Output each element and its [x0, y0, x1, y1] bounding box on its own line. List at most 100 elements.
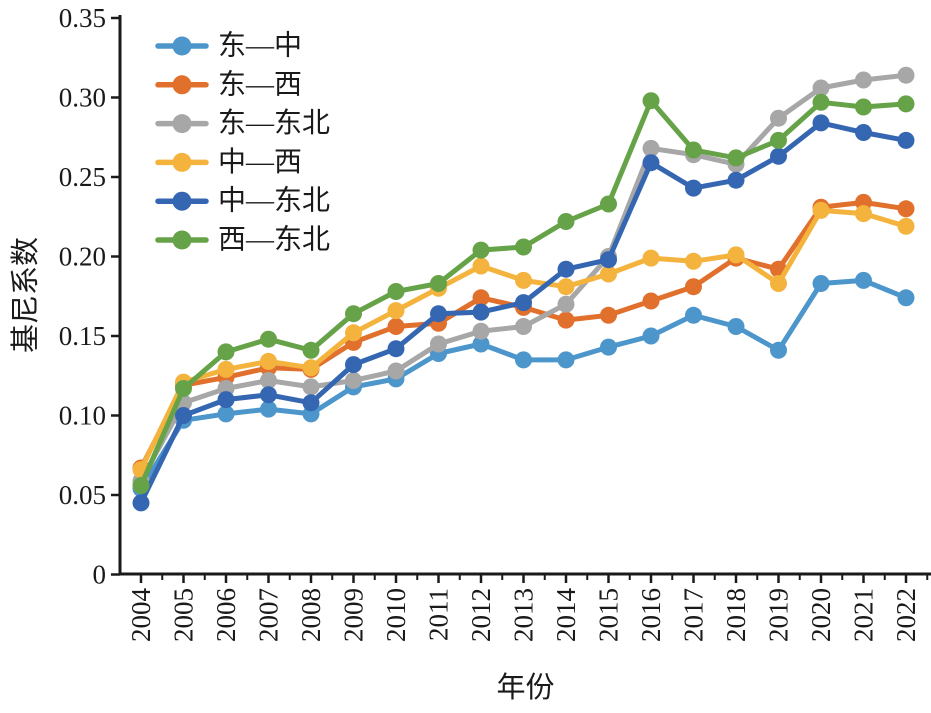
series-dot-中—东北 [260, 386, 277, 404]
x-tick-label: 2019 [764, 588, 794, 642]
legend: 东—中东—西东—东北中—西中—东北西—东北 [155, 30, 330, 256]
series-dot-东—中 [897, 289, 915, 307]
series-dot-中—西 [472, 257, 490, 275]
x-tick-label: 2005 [169, 588, 199, 642]
series-dot-东—西 [557, 311, 575, 329]
series-dot-东—东北 [302, 378, 320, 396]
series-dot-中—东北 [727, 171, 745, 189]
series-dot-东—西 [600, 306, 617, 324]
series-dot-西—东北 [175, 380, 192, 397]
series-dot-中—西 [855, 205, 872, 223]
series-dot-中—东北 [855, 124, 872, 141]
series-dot-东—东北 [855, 71, 872, 89]
series-dot-西—东北 [727, 149, 745, 167]
series-dot-东—东北 [642, 139, 660, 157]
series-dot-东—东北 [812, 79, 830, 97]
legend-label: 中—东北 [218, 185, 330, 217]
series-dot-东—西 [472, 289, 490, 307]
series-dot-西—东北 [642, 92, 660, 110]
series-dot-中—西 [685, 252, 702, 270]
series-dot-中—西 [515, 271, 532, 289]
series-dot-中—西 [302, 359, 320, 377]
series-dot-中—东北 [557, 260, 575, 278]
series-dot-西—东北 [855, 98, 872, 116]
series-dot-中—西 [727, 246, 745, 264]
y-tick-label: 0.25 [59, 162, 106, 192]
series-dot-中—东北 [770, 147, 787, 165]
series-dot-东—东北 [387, 362, 405, 380]
series-dot-东—东北 [472, 322, 490, 340]
x-axis-title: 年份 [496, 671, 554, 704]
series-dot-东—西 [642, 292, 660, 310]
series-dot-东—中 [642, 327, 660, 345]
legend-marker-dot [172, 191, 192, 211]
legend-item-东—西: 东—西 [155, 68, 302, 100]
y-tick-label: 0.30 [59, 83, 106, 113]
legend-label: 东—中 [218, 30, 302, 62]
x-tick-label: 2020 [806, 588, 836, 642]
y-tick-label: 0.10 [59, 401, 106, 431]
series-dot-中—东北 [132, 494, 150, 512]
series-dot-东—东北 [430, 335, 447, 353]
series-dot-东—西 [685, 278, 702, 296]
series-dot-中—东北 [430, 305, 447, 323]
x-tick-label: 2013 [509, 588, 539, 642]
legend-label: 东—东北 [218, 107, 330, 139]
series-dot-中—东北 [812, 114, 830, 132]
x-tick-label: 2004 [126, 588, 156, 643]
series-dot-中—西 [770, 275, 787, 292]
y-tick-label: 0.05 [59, 480, 106, 510]
legend-item-西—东北: 西—东北 [155, 224, 330, 256]
series-dot-西—东北 [770, 131, 787, 149]
legend-marker-dot [172, 152, 192, 172]
series-dot-东—西 [897, 200, 915, 218]
series-dot-西—东北 [217, 343, 235, 361]
series-dot-东—东北 [515, 318, 532, 335]
legend-marker-dot [172, 114, 192, 134]
series-dot-中—西 [345, 324, 362, 342]
x-tick-label: 2010 [381, 588, 411, 642]
series-dot-中—东北 [600, 251, 617, 269]
series-dot-东—东北 [897, 66, 915, 84]
series-dot-西—东北 [515, 238, 532, 256]
series-dot-西—东北 [430, 275, 447, 292]
series-dot-中—西 [642, 249, 660, 267]
series-dot-东—中 [685, 306, 702, 324]
x-tick-label: 2007 [254, 588, 284, 642]
series-dot-中—东北 [345, 356, 362, 374]
legend-item-东—中: 东—中 [155, 30, 302, 62]
series-dot-东—中 [557, 351, 575, 369]
series-dot-中—东北 [515, 294, 532, 312]
series-dot-东—东北 [345, 372, 362, 389]
x-tick-label: 2021 [849, 588, 879, 642]
y-tick-label: 0.15 [59, 321, 106, 351]
x-tick-label: 2022 [891, 588, 921, 642]
y-tick-label: 0.35 [59, 3, 106, 33]
series-dot-中—西 [897, 217, 915, 235]
series-dot-中—东北 [685, 179, 702, 197]
x-tick-label: 2016 [636, 588, 666, 642]
series-dot-中—东北 [217, 391, 235, 409]
series-dot-西—东北 [897, 95, 915, 113]
series-dot-西—东北 [557, 213, 575, 230]
series-dot-东—西 [387, 318, 405, 335]
x-tick-label: 2009 [339, 588, 369, 642]
series-dot-东—东北 [770, 109, 787, 127]
series-dot-中—西 [812, 201, 830, 219]
legend-label: 中—西 [218, 146, 302, 178]
series-dot-中—东北 [642, 154, 660, 172]
series-dot-西—东北 [260, 330, 277, 348]
series-dot-西—东北 [345, 305, 362, 323]
series-dot-中—西 [217, 360, 235, 378]
series-dot-中—西 [557, 278, 575, 296]
series-dot-中—西 [600, 265, 617, 283]
series-dot-中—东北 [387, 340, 405, 358]
series-dot-东—中 [515, 351, 532, 369]
x-tick-label: 2008 [296, 588, 326, 642]
y-tick-label: 0 [93, 560, 107, 590]
series-dot-东—中 [855, 271, 872, 289]
x-tick-label: 2011 [424, 588, 454, 641]
legend-marker-dot [172, 75, 192, 95]
series-dot-西—东北 [812, 93, 830, 111]
